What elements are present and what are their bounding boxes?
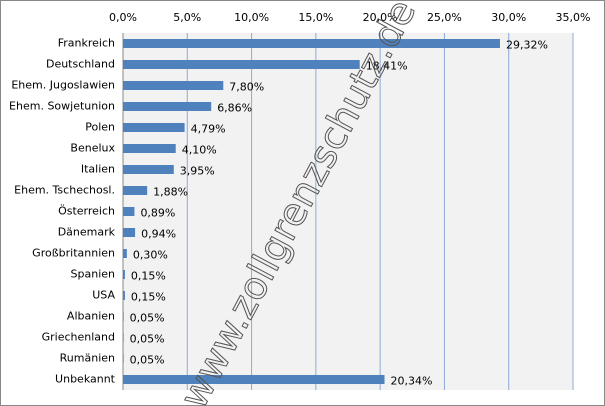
y-tick-label: Deutschland bbox=[46, 58, 115, 71]
bar bbox=[123, 249, 127, 258]
y-tick-label: Spanien bbox=[71, 268, 116, 281]
x-tick-label: 35,0% bbox=[556, 11, 591, 24]
bar bbox=[123, 291, 125, 300]
bar bbox=[123, 270, 125, 279]
data-label: 4,79% bbox=[191, 123, 226, 136]
data-label: 0,30% bbox=[133, 249, 168, 262]
bar bbox=[123, 354, 124, 363]
data-label: 20,34% bbox=[391, 375, 433, 388]
data-label: 0,15% bbox=[131, 270, 166, 283]
y-tick-label: Italien bbox=[81, 163, 115, 176]
data-label: 18,41% bbox=[366, 60, 408, 73]
data-label: 0,05% bbox=[130, 354, 165, 367]
bar bbox=[123, 228, 136, 237]
y-tick-label: Griechenland bbox=[42, 331, 115, 344]
bar bbox=[123, 375, 385, 384]
data-label: 0,15% bbox=[131, 291, 166, 304]
data-label: 0,05% bbox=[130, 312, 165, 325]
y-tick-label: Frankreich bbox=[58, 37, 115, 50]
bar bbox=[123, 144, 176, 153]
y-tick-label: Rumänien bbox=[60, 352, 115, 365]
data-label: 3,95% bbox=[180, 165, 215, 178]
y-tick-label: Ehem. Tschechosl. bbox=[14, 184, 115, 197]
data-label: 1,88% bbox=[153, 186, 188, 199]
data-label: 0,05% bbox=[130, 333, 165, 346]
bar bbox=[123, 123, 185, 132]
y-tick-label: Großbritannien bbox=[32, 247, 115, 260]
x-tick-label: 10,0% bbox=[234, 11, 269, 24]
x-tick-label: 0,0% bbox=[109, 11, 137, 24]
x-tick-label: 30,0% bbox=[491, 11, 526, 24]
data-label: 6,86% bbox=[217, 102, 252, 115]
y-tick-label: Benelux bbox=[70, 142, 115, 155]
data-label: 0,94% bbox=[141, 228, 176, 241]
y-tick-label: Ehem. Sowjetunion bbox=[9, 100, 115, 113]
data-label: 4,10% bbox=[182, 144, 217, 157]
data-label: 0,89% bbox=[140, 207, 175, 220]
y-tick-label: USA bbox=[92, 289, 115, 302]
y-tick-label: Ehem. Jugoslawien bbox=[11, 79, 115, 92]
bar bbox=[123, 60, 360, 69]
bar bbox=[123, 186, 148, 195]
plot-area bbox=[123, 33, 573, 390]
bar bbox=[123, 39, 500, 48]
y-tick-label: Österreich bbox=[58, 205, 115, 218]
y-tick-label: Dänemark bbox=[58, 226, 116, 239]
bar bbox=[123, 102, 212, 111]
x-tick-label: 5,0% bbox=[173, 11, 201, 24]
x-tick-label: 25,0% bbox=[427, 11, 462, 24]
bar bbox=[123, 333, 124, 342]
bar bbox=[123, 165, 174, 174]
data-label: 29,32% bbox=[506, 39, 548, 52]
bar bbox=[123, 81, 224, 90]
y-tick-label: Unbekannt bbox=[55, 373, 116, 386]
data-label: 7,80% bbox=[229, 81, 264, 94]
y-tick-label: Albanien bbox=[67, 310, 115, 323]
x-tick-label: 20,0% bbox=[363, 11, 398, 24]
x-tick-label: 15,0% bbox=[298, 11, 333, 24]
bar bbox=[123, 312, 124, 321]
bar bbox=[123, 207, 135, 216]
y-tick-label: Polen bbox=[85, 121, 115, 134]
